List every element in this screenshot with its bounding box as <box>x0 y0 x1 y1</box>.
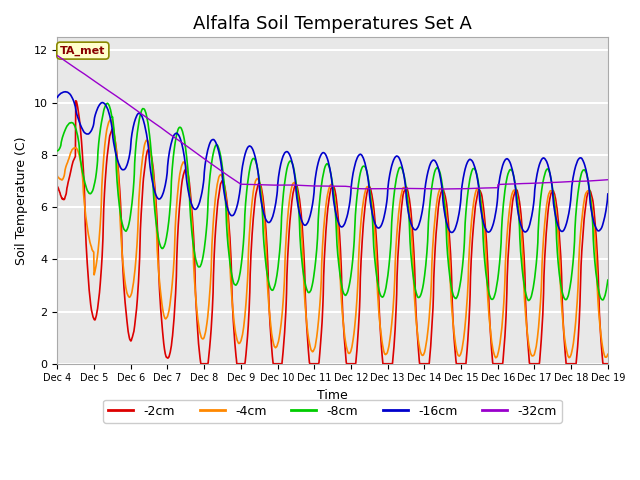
Y-axis label: Soil Temperature (C): Soil Temperature (C) <box>15 136 28 265</box>
Legend: -2cm, -4cm, -8cm, -16cm, -32cm: -2cm, -4cm, -8cm, -16cm, -32cm <box>104 400 562 423</box>
X-axis label: Time: Time <box>317 389 348 402</box>
Text: TA_met: TA_met <box>60 46 106 56</box>
Title: Alfalfa Soil Temperatures Set A: Alfalfa Soil Temperatures Set A <box>193 15 472 33</box>
